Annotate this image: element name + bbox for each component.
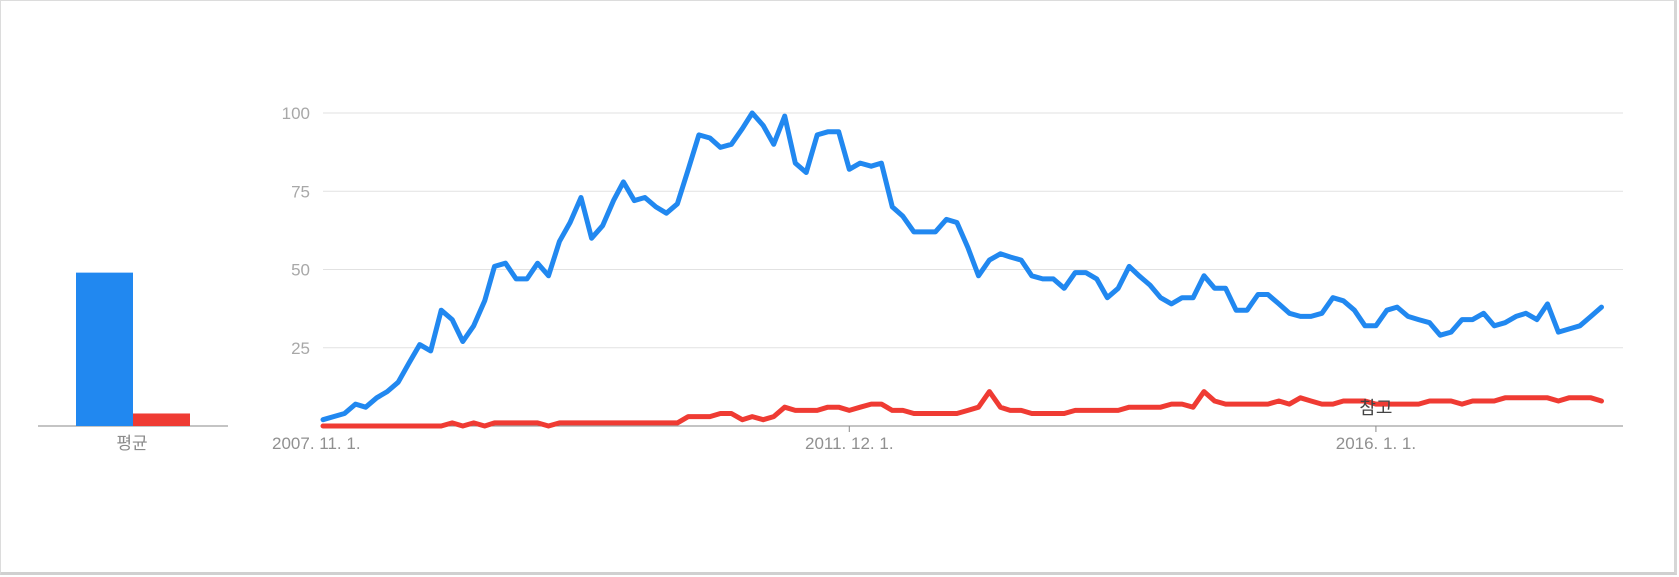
average-panel: 평균 [38,272,228,453]
series-lines [320,110,1604,429]
x-tick-label-1: 2011. 12. 1. [805,434,894,453]
gridlines [323,112,1623,349]
x-axis-ticks: 2007. 11. 1. 2011. 12. 1. 2016. 1. 1. [272,426,1416,453]
y-tick-label-100: 100 [282,104,310,123]
x-tick-label-2: 2016. 1. 1. [1336,434,1416,453]
average-bar-2 [133,413,190,426]
y-tick-label-75: 75 [291,182,310,201]
average-label: 평균 [116,434,147,453]
annotation-note: 참고 [1359,398,1392,418]
y-axis-ticks: 25 50 75 100 [282,104,310,358]
average-bar-1 [76,272,133,426]
series-line-2 [320,389,1604,429]
x-tick-label-0: 2007. 11. 1. [272,434,361,453]
y-tick-label-50: 50 [291,261,310,280]
series-line-1 [320,110,1604,423]
y-tick-label-25: 25 [291,339,310,358]
